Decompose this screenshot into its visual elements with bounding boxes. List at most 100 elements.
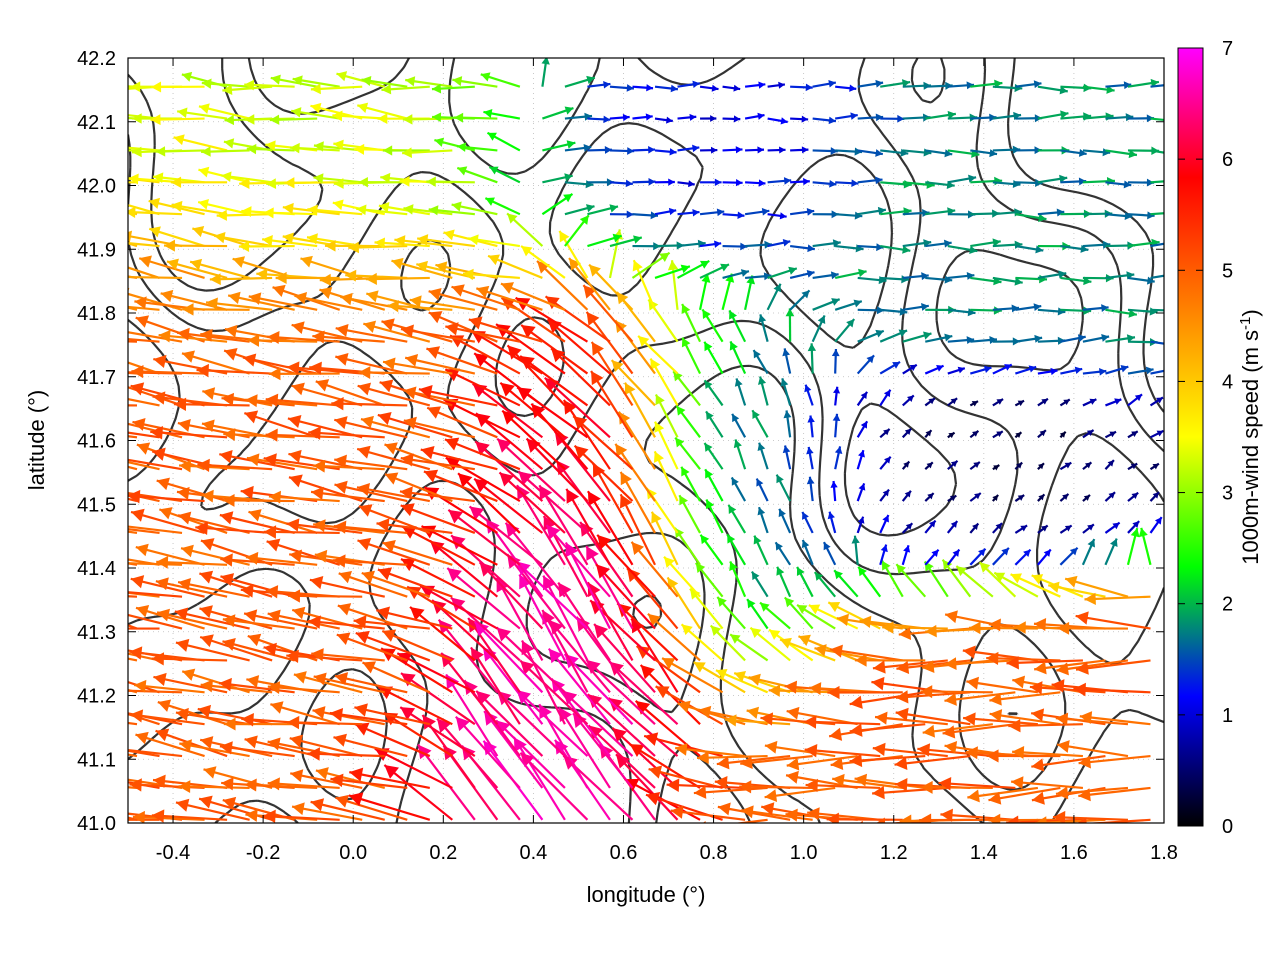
wind-vector-shaft [515, 560, 589, 630]
wind-vector-head [175, 798, 190, 812]
wind-vector [872, 742, 948, 758]
wind-vector-head [1056, 662, 1069, 676]
wind-vector-shaft [195, 526, 273, 535]
wind-vector-head [646, 84, 654, 92]
wind-vector [417, 743, 476, 821]
wind-vector [587, 146, 612, 154]
wind-vector-head [89, 387, 102, 400]
wind-vector [128, 489, 205, 504]
wind-vector-head [1147, 211, 1155, 220]
wind-vector-head [1128, 149, 1137, 159]
wind-vector [854, 653, 926, 667]
wind-vector-head [405, 354, 419, 367]
wind-vector-head [806, 476, 815, 485]
wind-vector-head [394, 235, 406, 247]
wind-vector-head [244, 114, 255, 125]
wind-vector [673, 527, 701, 566]
wind-vector-shaft [470, 646, 521, 725]
wind-vector [128, 85, 138, 88]
wind-vector [520, 324, 589, 375]
wind-vector-head [797, 604, 808, 615]
wind-vector [798, 634, 859, 662]
wind-vector-head [313, 141, 324, 152]
wind-vector [630, 541, 679, 598]
wind-vector-head [549, 620, 564, 635]
wind-vector-shaft [1052, 816, 1129, 821]
wind-vector [572, 712, 634, 789]
wind-vector [648, 765, 723, 790]
wind-vector [880, 244, 911, 254]
wind-vector-shaft [243, 612, 318, 630]
wind-vector-head [836, 613, 849, 627]
wind-vector-head [860, 391, 868, 399]
wind-vector [244, 735, 318, 758]
wind-vector-shaft [128, 460, 160, 471]
wind-vector-head [287, 414, 302, 429]
wind-vector-shaft [445, 673, 499, 757]
wind-vector [431, 83, 475, 94]
wind-vector [335, 323, 408, 343]
wind-vector-shaft [268, 495, 340, 503]
wind-vector-head [853, 299, 862, 308]
wind-vector-head [760, 712, 774, 726]
wind-vector [813, 571, 837, 598]
wind-vector [545, 524, 611, 598]
wind-vector-shaft [401, 525, 476, 566]
wind-vector-head [944, 333, 953, 342]
wind-vector [724, 714, 791, 727]
wind-vector-head [468, 234, 479, 246]
wind-vector-shaft [313, 464, 385, 471]
wind-vector-shaft [290, 772, 363, 790]
wind-vector-head [1130, 528, 1140, 538]
wind-vector-head [681, 337, 691, 348]
wind-vector-head [735, 179, 743, 187]
wind-vector [811, 314, 826, 343]
wind-vector-head [648, 765, 663, 779]
wind-vector-shaft [333, 525, 408, 535]
wind-vector [488, 166, 521, 184]
wind-vector-shaft [431, 599, 499, 662]
wind-vector-head [331, 397, 344, 411]
wind-vector [1015, 303, 1042, 312]
wind-vector-head [758, 314, 767, 323]
wind-vector-head [858, 483, 866, 491]
wind-vector [155, 728, 228, 758]
wind-vector-head [377, 567, 393, 581]
wind-vector-head [239, 177, 250, 190]
wind-vector-head [87, 519, 100, 532]
wind-vector-shaft [155, 580, 228, 598]
wind-vector [307, 615, 385, 630]
wind-vector-head [354, 703, 368, 717]
wind-vector-shaft [586, 693, 656, 757]
wind-vector [1105, 180, 1132, 189]
wind-vector-head [733, 439, 742, 449]
wind-vector-head [175, 707, 189, 722]
wind-vector [632, 113, 653, 121]
wind-vector-shaft [515, 689, 589, 757]
wind-vector [807, 415, 815, 438]
wind-vector [455, 715, 521, 789]
wind-vector [128, 149, 138, 152]
wind-vector-head [228, 291, 241, 304]
wind-vector-head [334, 416, 348, 430]
wind-vector [587, 724, 656, 789]
wind-vector [1014, 494, 1025, 502]
wind-vector-shaft [330, 777, 408, 790]
wind-vector-head [1055, 712, 1069, 726]
wind-vector-head [769, 629, 781, 640]
wind-vector-head [1048, 581, 1060, 593]
wind-vector-shaft [474, 440, 544, 502]
wind-vector-head [300, 255, 313, 268]
wind-vector [680, 466, 702, 502]
wind-vector-head [1059, 174, 1068, 184]
wind-vector-head [992, 238, 1001, 247]
wind-vector-head [153, 172, 164, 184]
wind-vector [678, 494, 702, 534]
wind-vector [944, 691, 1016, 706]
wind-vector-head [201, 146, 211, 157]
wind-vector-head [171, 200, 183, 213]
wind-vector-head [1074, 366, 1083, 375]
wind-vector [902, 363, 918, 375]
wind-vector [423, 469, 498, 503]
